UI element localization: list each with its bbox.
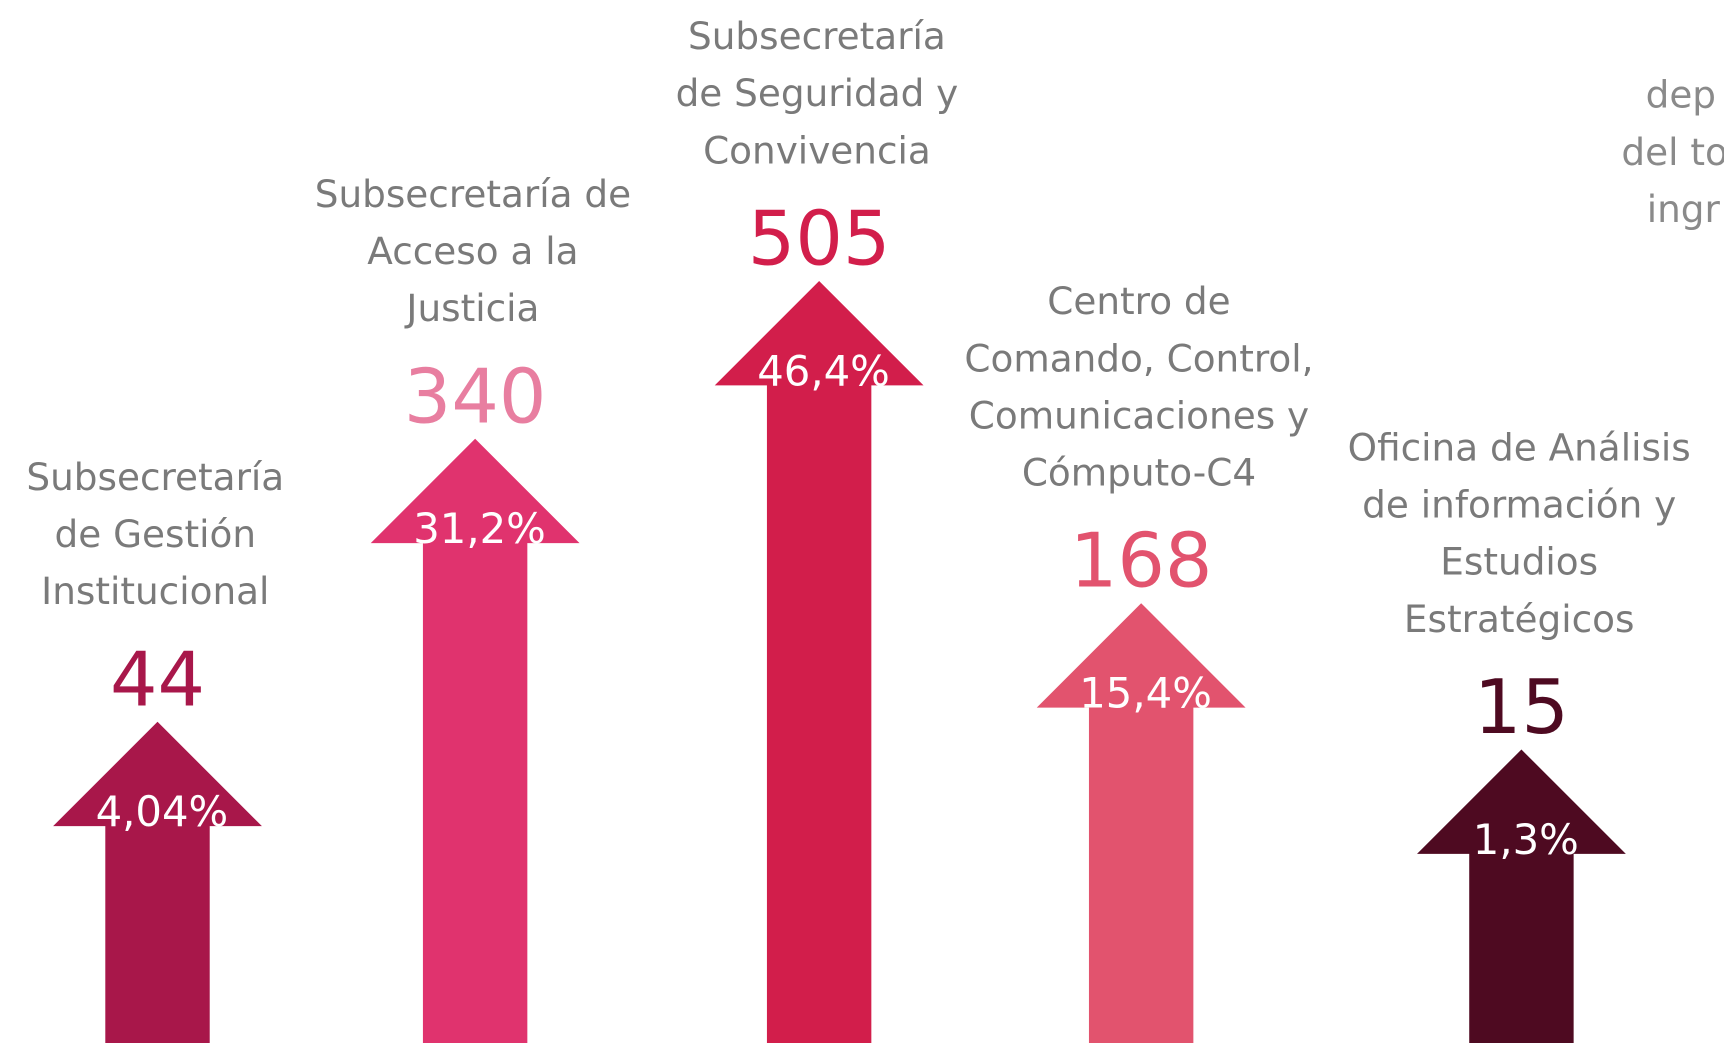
category-label: de información y xyxy=(1362,483,1676,527)
category-label: de Seguridad y xyxy=(676,71,959,115)
category-label: Subsecretaría xyxy=(26,455,284,499)
annotation: dep xyxy=(1646,73,1716,117)
category-label: Acceso a la xyxy=(367,229,578,273)
category-label: Comunicaciones y xyxy=(969,393,1309,437)
value-label: 44 xyxy=(110,636,205,723)
category-label: Oficina de Análisis xyxy=(1348,425,1691,469)
arrow xyxy=(1036,603,1246,1043)
category-label: Centro de xyxy=(1047,279,1230,323)
value-label: 340 xyxy=(404,353,547,440)
arrow xyxy=(53,721,262,1043)
percent-label: 4,04% xyxy=(96,787,229,836)
category-label: Subsecretaría xyxy=(688,14,946,58)
category-label: Convivencia xyxy=(703,128,931,172)
category-label: Comando, Control, xyxy=(964,336,1313,380)
value-label: 15 xyxy=(1474,664,1569,751)
category-label: Estudios xyxy=(1440,540,1598,584)
annotation: ingr xyxy=(1647,187,1721,231)
category-label: Justicia xyxy=(404,286,539,330)
category-label: Subsecretaría de xyxy=(315,172,631,216)
value-label: 505 xyxy=(748,195,891,282)
arrow xyxy=(714,280,924,1043)
arrow xyxy=(370,438,580,1043)
percent-label: 31,2% xyxy=(413,504,546,553)
category-label: de Gestión xyxy=(55,512,257,556)
arrow xyxy=(1417,749,1626,1043)
value-label: 168 xyxy=(1070,518,1213,605)
annotation: del to xyxy=(1621,130,1724,174)
category-label: Institucional xyxy=(41,569,269,613)
category-label: Estratégicos xyxy=(1404,597,1635,641)
percent-label: 1,3% xyxy=(1473,815,1579,864)
category-label: Cómputo-C4 xyxy=(1022,451,1256,495)
percent-label: 46,4% xyxy=(757,346,890,395)
percent-label: 15,4% xyxy=(1079,669,1212,718)
